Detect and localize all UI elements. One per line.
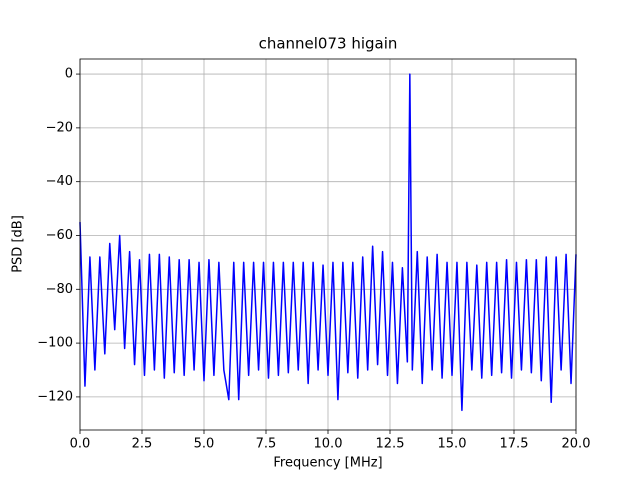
x-tick-label: 0.0 [70,437,91,452]
psd-line [79,73,577,412]
x-axis-label: Frequency [MHz] [273,456,382,471]
y-tick-label: 0 [65,67,73,82]
x-tick-label: 17.5 [500,437,529,452]
y-tick-label: −20 [46,120,73,135]
y-tick-label: −40 [46,174,73,189]
y-tick-label: −100 [37,336,73,351]
x-tick-label: 20.0 [562,437,591,452]
x-tick-label: 12.5 [376,437,405,452]
x-tick-label: 10.0 [314,437,343,452]
y-tick-label: −120 [37,389,73,404]
x-tick-label: 7.5 [256,437,277,452]
x-tick-label: 5.0 [194,437,215,452]
x-tick-label: 15.0 [438,437,467,452]
y-tick-label: −80 [46,282,73,297]
x-tick-label: 2.5 [132,437,153,452]
y-axis-label: PSD [dB] [11,215,26,273]
y-tick-label: −60 [46,228,73,243]
axes-frame [79,58,577,431]
chart-title: channel073 higain [259,35,398,53]
